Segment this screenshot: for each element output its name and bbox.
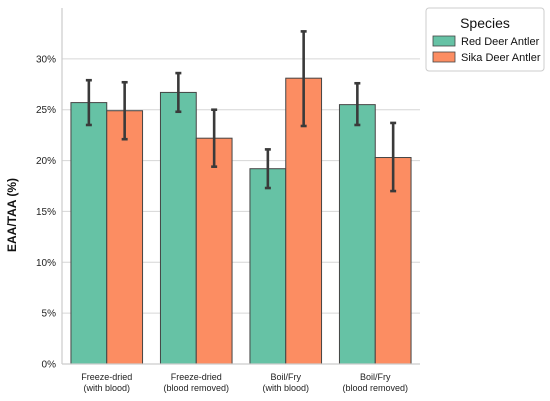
legend-swatch-red-deer [432,35,456,47]
y-tick-label: 15% [36,207,56,218]
bar [70,102,108,365]
x-tick-label-line: Freeze-dried [171,372,222,382]
x-tick-label: Boil/Fry (with blood) [262,372,309,393]
bar [338,104,376,365]
x-tick-label-line: (with blood) [262,383,309,393]
x-tick-label: Boil/Fry (blood removed) [342,372,408,393]
y-axis-label: EAA/TAA (%) [5,178,19,252]
y-tick-labels: 0% 5% 10% 15% 20% 25% 30% [36,54,56,370]
x-tick-label-line: (with blood) [83,383,130,393]
bar [159,91,197,365]
y-tick-label: 20% [36,156,56,167]
x-tick-label: Freeze-dried (with blood) [81,372,132,393]
bar [106,110,144,365]
legend-label-red-deer: Red Deer Antler [461,36,540,48]
legend-label-sika-deer: Sika Deer Antler [461,52,541,64]
y-tick-label: 10% [36,258,56,269]
y-tick-label: 25% [36,105,56,116]
x-tick-label-line: Boil/Fry [360,372,391,382]
legend: Species Red Deer Antler Sika Deer Antler [425,7,545,72]
x-tick-label-line: Boil/Fry [270,372,301,382]
y-tick-label: 0% [42,360,57,371]
x-tick-label: Freeze-dried (blood removed) [163,372,229,393]
y-tick-label: 5% [42,309,57,320]
x-tick-labels: Freeze-dried (with blood)Freeze-dried (blo… [81,372,408,393]
error-bars [85,30,397,193]
bar [249,168,287,365]
x-tick-label-line: Freeze-dried [81,372,132,382]
y-tick-label: 30% [36,54,56,65]
legend-title: Species [460,15,510,31]
x-tick-label-line: (blood removed) [163,383,229,393]
bars [70,77,412,365]
legend-swatch-sika-deer [432,51,456,63]
axes [61,8,420,365]
legend-frame [425,7,545,72]
x-tick-label-line: (blood removed) [342,383,408,393]
bar [195,137,233,365]
